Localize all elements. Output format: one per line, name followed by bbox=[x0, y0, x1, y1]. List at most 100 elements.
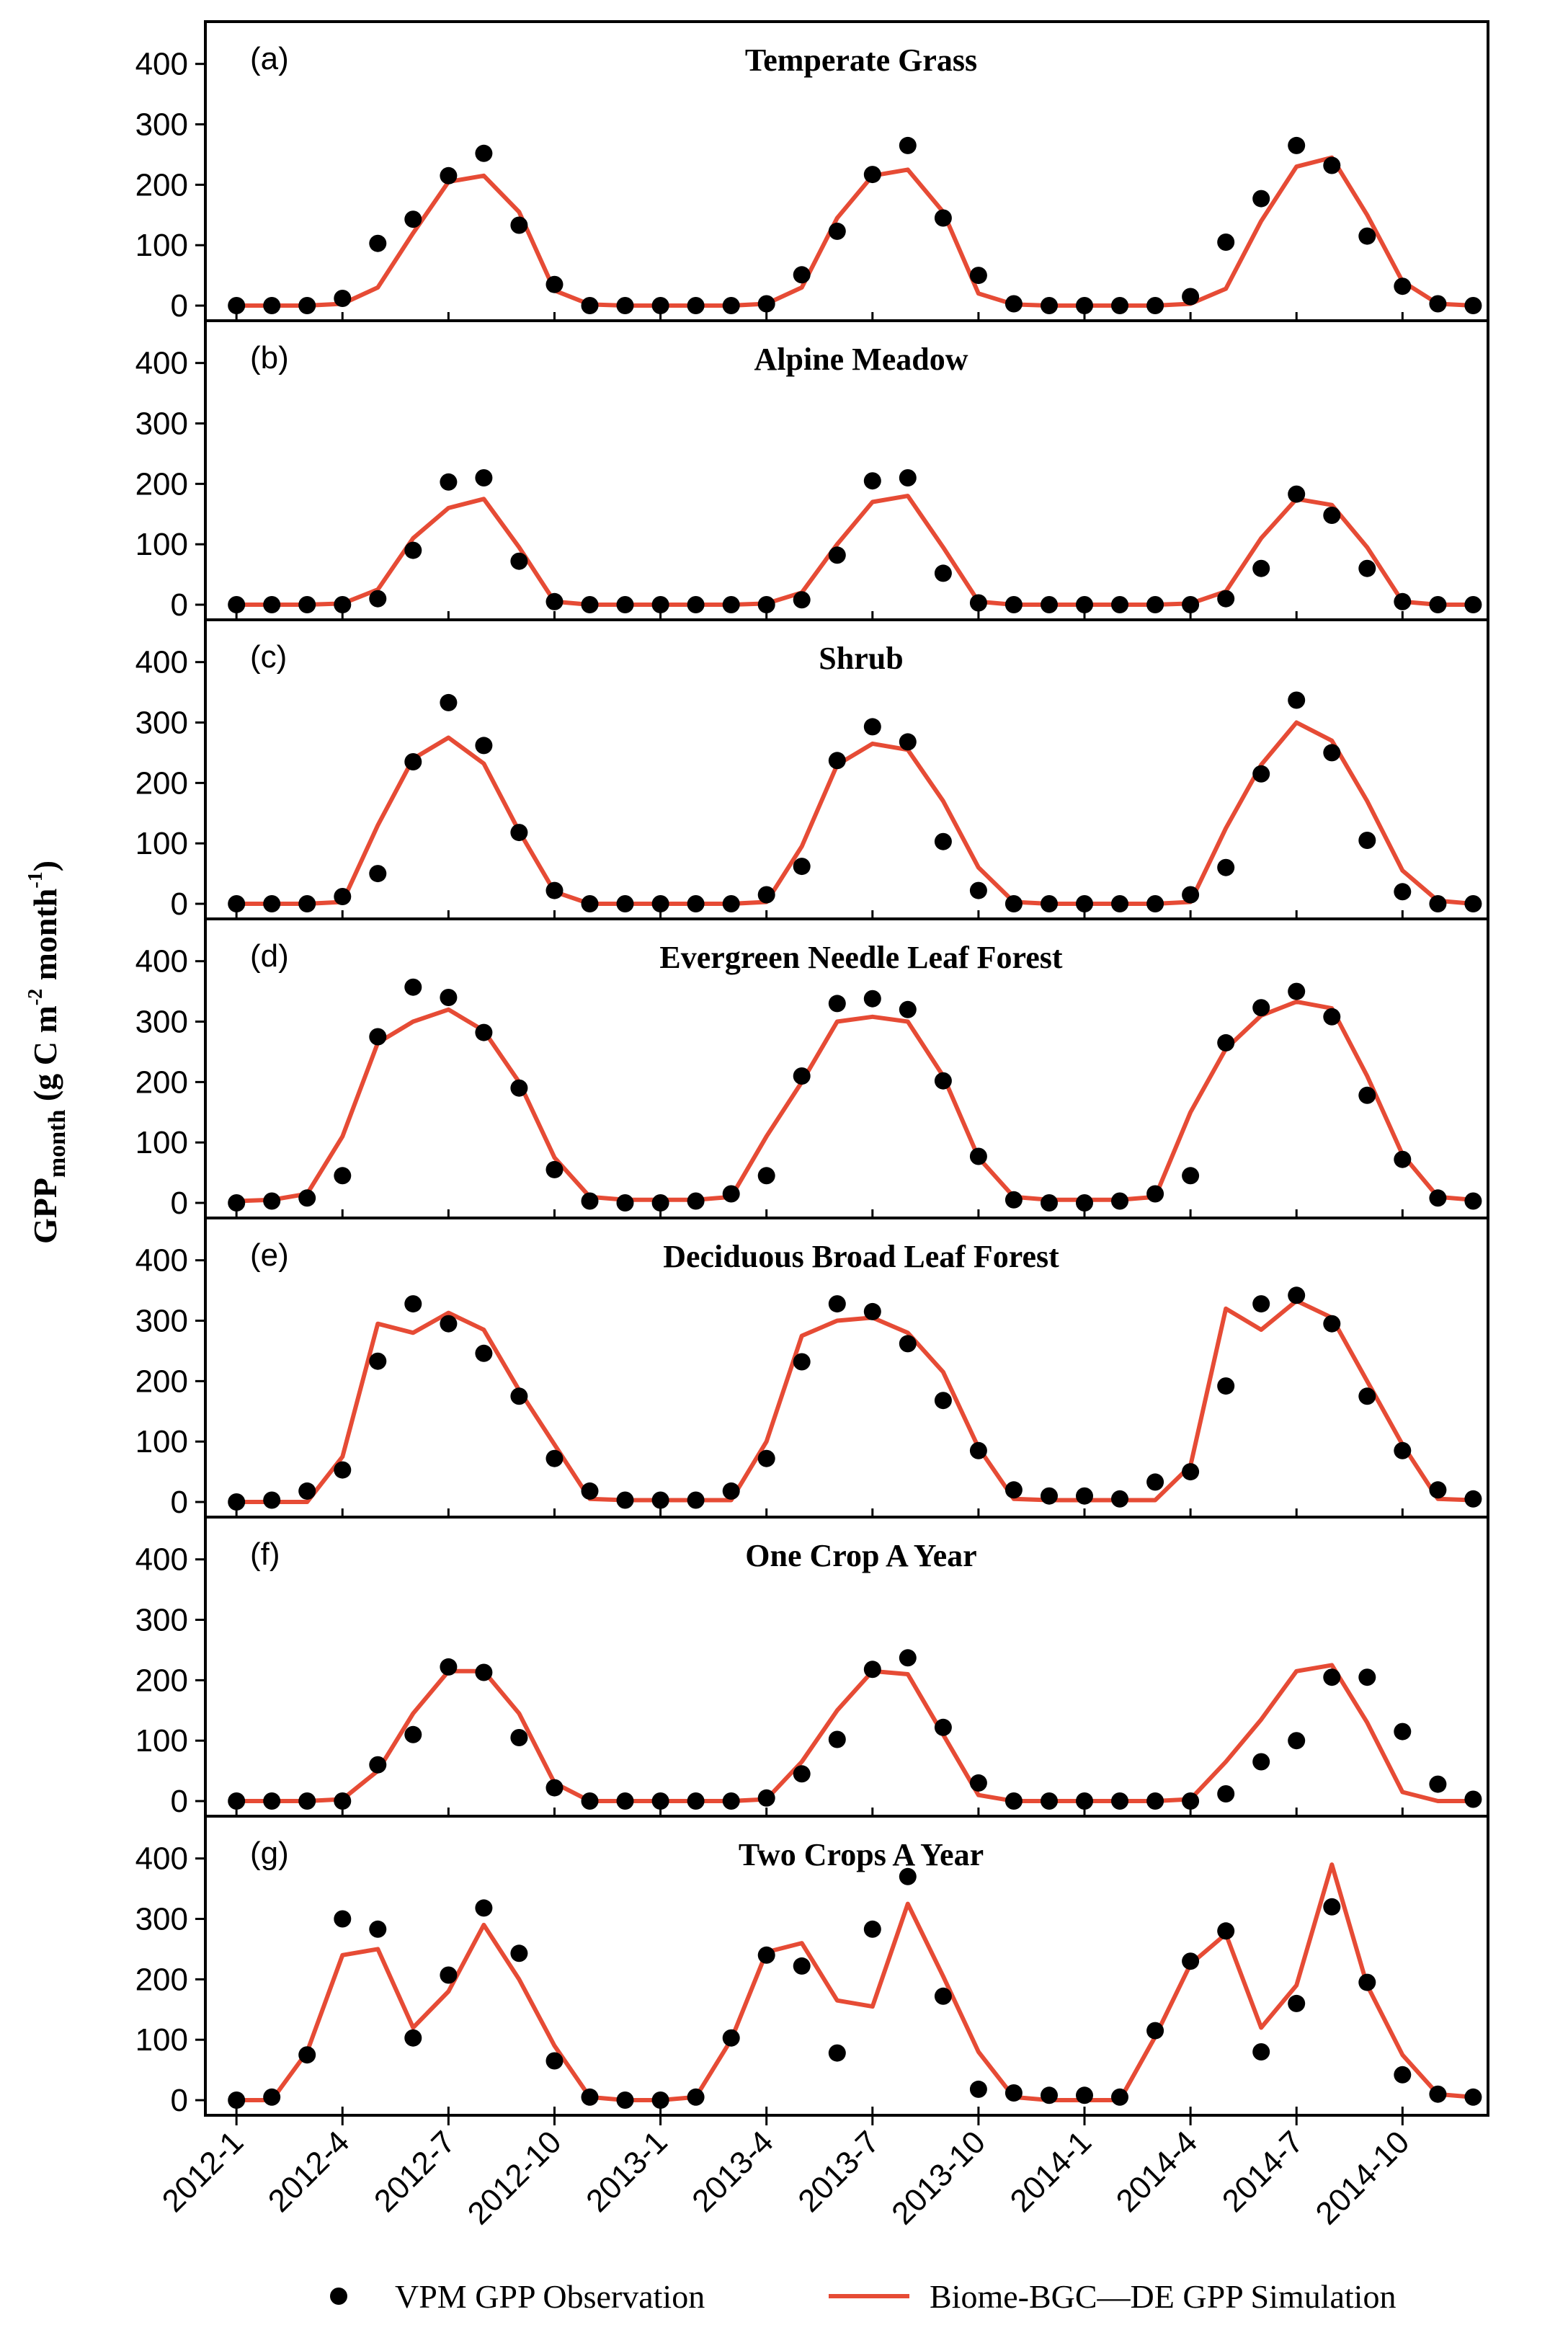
observation-point bbox=[440, 473, 458, 491]
observation-point bbox=[475, 144, 493, 162]
y-tick-label: 300 bbox=[135, 1304, 188, 1339]
observation-point bbox=[581, 895, 599, 912]
observation-point bbox=[1288, 1286, 1306, 1304]
observation-point bbox=[545, 881, 564, 899]
observation-point bbox=[1323, 507, 1341, 524]
observation-point bbox=[404, 978, 422, 996]
observation-point bbox=[1041, 596, 1058, 613]
y-tick-label: 200 bbox=[135, 466, 188, 502]
observation-point bbox=[404, 1725, 422, 1743]
observation-point bbox=[1429, 1481, 1447, 1499]
observation-point bbox=[228, 297, 246, 314]
panel-title: Evergreen Needle Leaf Forest bbox=[659, 940, 1063, 975]
observation-point bbox=[1182, 1792, 1200, 1810]
observation-point bbox=[263, 895, 281, 912]
observation-point bbox=[1464, 2088, 1482, 2106]
y-tick-label: 200 bbox=[135, 1064, 188, 1100]
observation-point bbox=[1394, 1441, 1412, 1459]
observation-point bbox=[1323, 1315, 1341, 1333]
observation-point bbox=[1146, 596, 1164, 613]
observation-point bbox=[334, 290, 352, 307]
observation-point bbox=[1394, 883, 1412, 901]
observation-point bbox=[1182, 288, 1200, 306]
observation-point bbox=[828, 222, 846, 240]
observation-point bbox=[1323, 1668, 1341, 1686]
observation-point bbox=[651, 297, 669, 314]
observation-point bbox=[1323, 1008, 1341, 1026]
legend-observation-label: VPM GPP Observation bbox=[395, 2278, 705, 2315]
panel-letter: (a) bbox=[250, 41, 289, 76]
y-tick-label: 400 bbox=[135, 1841, 188, 1877]
observation-point bbox=[369, 234, 387, 252]
observation-point bbox=[510, 824, 528, 842]
legend: VPM GPP Observation Biome-BGC—DE GPP Sim… bbox=[330, 2278, 1396, 2315]
y-tick-label: 0 bbox=[171, 587, 188, 623]
observation-point bbox=[828, 1730, 846, 1748]
panel-g: 0 100 200 300 400 (g) Two Crops A Year bbox=[135, 1815, 1489, 2118]
observation-point bbox=[1041, 1487, 1058, 1505]
observation-point bbox=[440, 166, 458, 185]
observation-point bbox=[616, 1491, 634, 1509]
observation-point bbox=[1288, 136, 1306, 154]
observation-point bbox=[1146, 297, 1164, 314]
observation-point bbox=[793, 1765, 811, 1783]
y-tick-label: 100 bbox=[135, 826, 188, 861]
observation-point bbox=[228, 1792, 246, 1810]
observation-point bbox=[1076, 1487, 1093, 1505]
observation-point bbox=[263, 1792, 281, 1810]
observation-point bbox=[934, 1072, 952, 1090]
observation-point bbox=[334, 1792, 352, 1810]
observation-point bbox=[1111, 1192, 1128, 1210]
observation-point bbox=[1004, 1792, 1023, 1810]
x-tick-label: 2013-10 bbox=[885, 2124, 992, 2231]
observation-point bbox=[1146, 2022, 1164, 2040]
y-tick-label: 200 bbox=[135, 1663, 188, 1698]
y-tick-label: 300 bbox=[135, 706, 188, 741]
observation-point bbox=[757, 1167, 775, 1185]
observation-point bbox=[263, 297, 281, 314]
observation-point bbox=[440, 1966, 458, 1984]
panel-title: Temperate Grass bbox=[745, 43, 977, 78]
observation-point bbox=[404, 541, 422, 559]
observation-point bbox=[1076, 297, 1093, 314]
observation-point bbox=[1004, 295, 1023, 313]
panel-letter: (g) bbox=[250, 1836, 289, 1871]
observation-point bbox=[969, 881, 987, 899]
observation-point bbox=[1323, 1898, 1341, 1916]
observation-point bbox=[369, 590, 387, 608]
observation-point bbox=[1358, 559, 1376, 577]
observation-point bbox=[263, 2088, 281, 2106]
observation-point bbox=[616, 297, 634, 314]
y-tick-label: 0 bbox=[171, 1186, 188, 1221]
y-tick-label: 0 bbox=[171, 1485, 188, 1520]
observation-point bbox=[1217, 1377, 1235, 1395]
observation-point bbox=[1004, 2084, 1023, 2102]
observation-point bbox=[1111, 297, 1128, 314]
observation-point bbox=[545, 1160, 564, 1178]
observation-point bbox=[1076, 596, 1093, 613]
panel-letter: (e) bbox=[250, 1237, 289, 1273]
observation-point bbox=[1182, 1463, 1200, 1481]
observation-point bbox=[1146, 1473, 1164, 1491]
observation-point bbox=[545, 2052, 564, 2070]
observation-point bbox=[369, 1352, 387, 1370]
observation-point bbox=[757, 886, 775, 904]
observation-point bbox=[1288, 982, 1306, 1000]
observation-point bbox=[828, 1295, 846, 1313]
observation-point bbox=[1288, 485, 1306, 503]
observation-point bbox=[1323, 156, 1341, 174]
observation-point bbox=[475, 1899, 493, 1917]
observation-point bbox=[757, 295, 775, 313]
observation-point bbox=[1252, 2043, 1270, 2061]
observation-point bbox=[581, 1792, 599, 1810]
observation-point bbox=[687, 297, 705, 314]
observation-point bbox=[793, 1353, 811, 1371]
observation-point bbox=[510, 1729, 528, 1746]
observation-point bbox=[334, 888, 352, 905]
observation-point bbox=[1464, 596, 1482, 613]
observation-point bbox=[969, 594, 987, 612]
observation-point bbox=[1394, 592, 1412, 610]
observation-point bbox=[298, 1482, 316, 1500]
simulation-line bbox=[236, 1862, 1474, 2102]
observation-point bbox=[828, 2044, 846, 2062]
